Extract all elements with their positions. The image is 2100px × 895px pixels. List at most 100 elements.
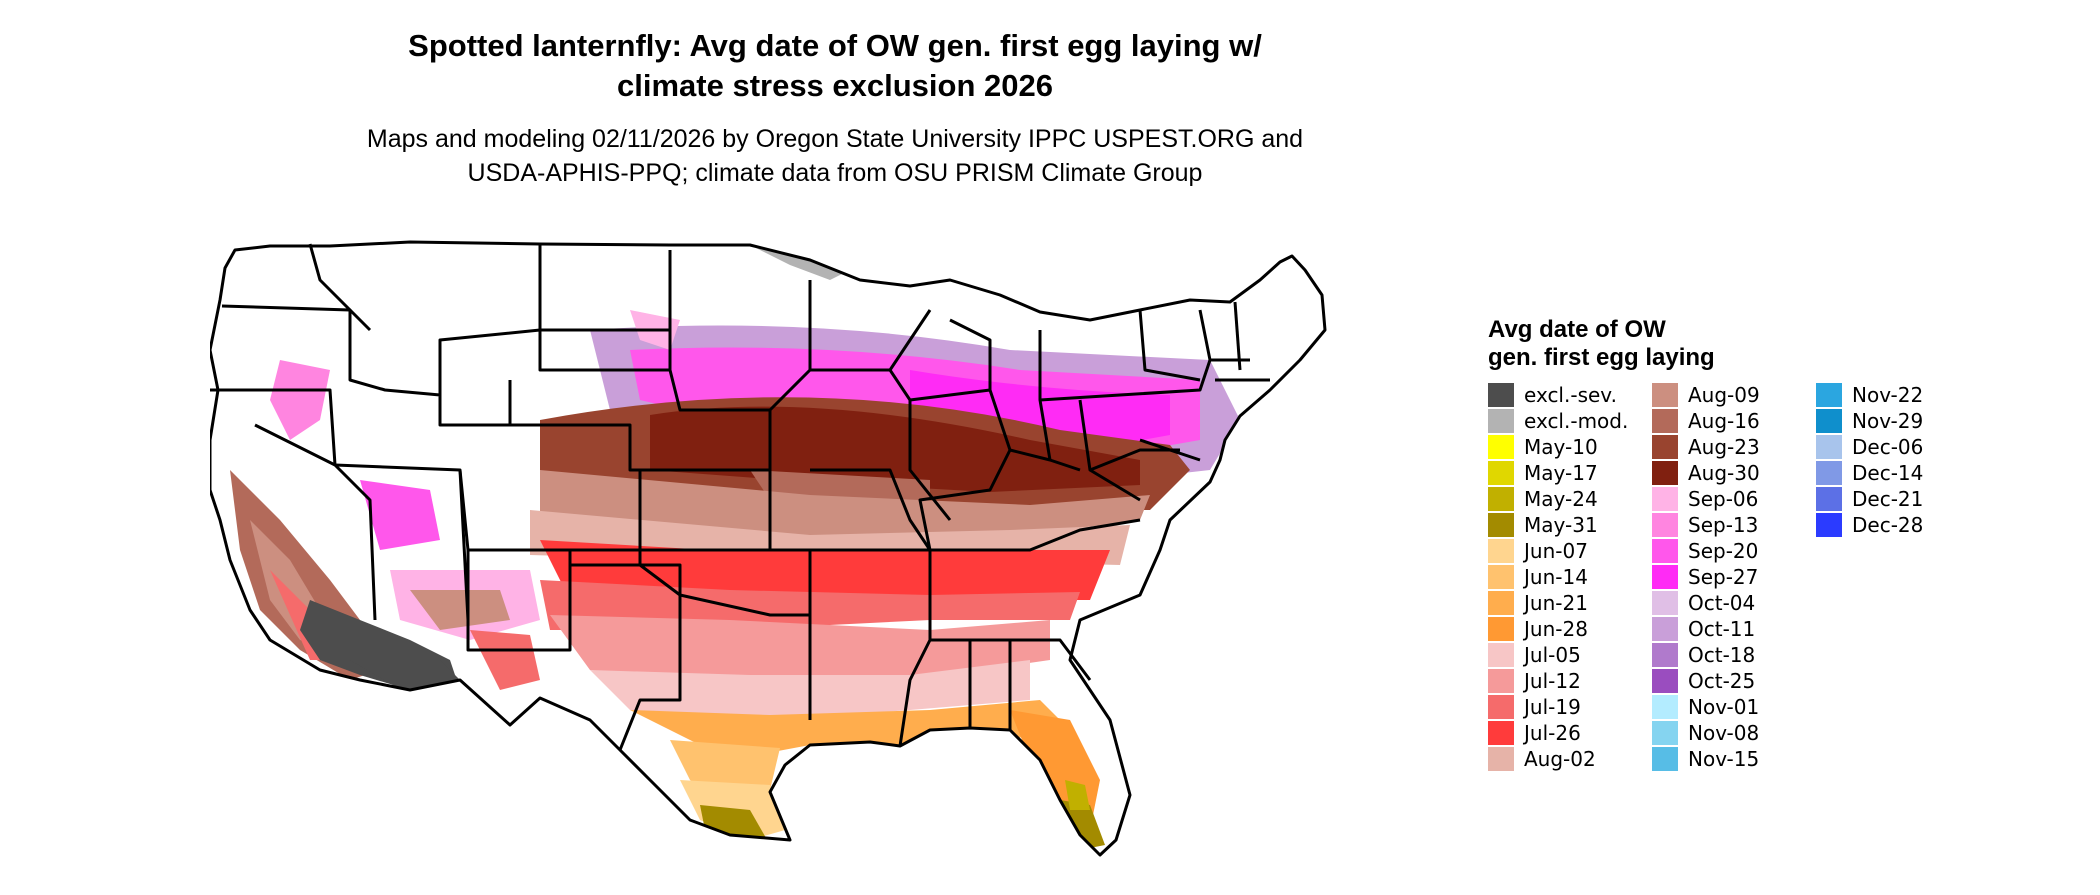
legend-item: excl.-mod. [1488, 408, 1650, 434]
legend-swatch [1652, 669, 1678, 693]
legend-item: Dec-06 [1816, 434, 1978, 460]
title-line-1: Spotted lanternfly: Avg date of OW gen. … [408, 28, 1262, 63]
legend-item: Sep-20 [1652, 538, 1814, 564]
legend-columns: excl.-sev. excl.-mod. May-10 May-17 May-24 Ma… [1488, 382, 1978, 772]
legend-label: Jun-14 [1524, 565, 1588, 589]
legend-swatch [1488, 565, 1514, 589]
legend-swatch [1488, 539, 1514, 563]
legend-swatch [1816, 461, 1842, 485]
legend-item: Dec-21 [1816, 486, 1978, 512]
map-title: Spotted lanternfly: Avg date of OW gen. … [0, 26, 1670, 106]
us-map-svg [208, 240, 1327, 857]
legend-swatch [1652, 487, 1678, 511]
legend-swatch [1652, 539, 1678, 563]
legend-item: Nov-29 [1816, 408, 1978, 434]
legend-item: Oct-25 [1652, 668, 1814, 694]
legend-item: Dec-28 [1816, 512, 1978, 538]
legend-label: Jul-26 [1524, 721, 1581, 745]
legend-swatch [1816, 383, 1842, 407]
legend-column: Nov-22 Nov-29 Dec-06 Dec-14 Dec-21 Dec-28 [1816, 382, 1978, 772]
legend-column: Aug-09 Aug-16 Aug-23 Aug-30 Sep-06 Sep-13 Sep-… [1652, 382, 1814, 772]
legend-item: Jun-14 [1488, 564, 1650, 590]
legend-swatch [1488, 617, 1514, 641]
legend-swatch [1488, 487, 1514, 511]
legend-label: May-10 [1524, 435, 1598, 459]
legend-item: Oct-11 [1652, 616, 1814, 642]
legend-swatch [1816, 409, 1842, 433]
legend-label: Oct-11 [1688, 617, 1756, 641]
legend-item: May-10 [1488, 434, 1650, 460]
legend-label: May-17 [1524, 461, 1598, 485]
legend-item: Sep-13 [1652, 512, 1814, 538]
legend-label: Sep-20 [1688, 539, 1759, 563]
legend-label: Aug-30 [1688, 461, 1760, 485]
legend-item: Aug-02 [1488, 746, 1650, 772]
legend-label: Aug-02 [1524, 747, 1596, 771]
legend-item: Sep-27 [1652, 564, 1814, 590]
legend-item: Aug-23 [1652, 434, 1814, 460]
legend-item: Nov-01 [1652, 694, 1814, 720]
legend-column: excl.-sev. excl.-mod. May-10 May-17 May-24 Ma… [1488, 382, 1650, 772]
legend-item: Jul-26 [1488, 720, 1650, 746]
phenology-color-field [210, 242, 1325, 855]
legend-label: May-24 [1524, 487, 1598, 511]
legend-swatch [1652, 747, 1678, 771]
legend-item: Jul-12 [1488, 668, 1650, 694]
legend-swatch [1652, 617, 1678, 641]
legend-label: May-31 [1524, 513, 1598, 537]
legend-swatch [1652, 643, 1678, 667]
legend-swatch [1488, 435, 1514, 459]
legend-swatch [1488, 513, 1514, 537]
legend-swatch [1488, 721, 1514, 745]
legend-label: Dec-14 [1852, 461, 1924, 485]
legend-label: Nov-22 [1852, 383, 1924, 407]
legend-swatch [1652, 721, 1678, 745]
legend-item: Jun-21 [1488, 590, 1650, 616]
map-subtitle: Maps and modeling 02/11/2026 by Oregon S… [0, 122, 1670, 190]
legend-label: Dec-21 [1852, 487, 1924, 511]
legend-item: Aug-30 [1652, 460, 1814, 486]
legend-label: Sep-27 [1688, 565, 1759, 589]
legend-label: Aug-09 [1688, 383, 1760, 407]
legend-swatch [1488, 695, 1514, 719]
legend-label: Nov-01 [1688, 695, 1760, 719]
legend-swatch [1488, 643, 1514, 667]
legend-item: Nov-22 [1816, 382, 1978, 408]
legend-label: Nov-08 [1688, 721, 1760, 745]
subtitle-line-2: USDA-APHIS-PPQ; climate data from OSU PR… [467, 159, 1203, 187]
state-borders [208, 240, 1327, 857]
title-line-2: climate stress exclusion 2026 [617, 68, 1053, 103]
legend-label: Oct-04 [1688, 591, 1756, 615]
legend-swatch [1488, 409, 1514, 433]
legend-label: Aug-16 [1688, 409, 1760, 433]
legend-swatch [1816, 513, 1842, 537]
legend-label: Jun-07 [1524, 539, 1588, 563]
legend-item: May-31 [1488, 512, 1650, 538]
legend-label: Jul-12 [1524, 669, 1581, 693]
legend-item: Aug-09 [1652, 382, 1814, 408]
legend-item: Oct-04 [1652, 590, 1814, 616]
legend-swatch [1488, 591, 1514, 615]
legend-item: Nov-08 [1652, 720, 1814, 746]
legend-swatch [1652, 461, 1678, 485]
legend-label: Sep-06 [1688, 487, 1759, 511]
legend-swatch [1652, 435, 1678, 459]
legend-swatch [1652, 409, 1678, 433]
legend-label: Dec-28 [1852, 513, 1924, 537]
legend-label: Jul-05 [1524, 643, 1581, 667]
legend-item: May-24 [1488, 486, 1650, 512]
legend-label: Oct-18 [1688, 643, 1756, 667]
legend-swatch [1488, 461, 1514, 485]
legend-item: Sep-06 [1652, 486, 1814, 512]
legend-item: Oct-18 [1652, 642, 1814, 668]
legend-item: May-17 [1488, 460, 1650, 486]
legend-label: excl.-mod. [1524, 409, 1629, 433]
legend-swatch [1488, 669, 1514, 693]
legend-item: Aug-16 [1652, 408, 1814, 434]
legend-label: Oct-25 [1688, 669, 1756, 693]
legend-swatch [1652, 513, 1678, 537]
legend-swatch [1816, 487, 1842, 511]
legend-swatch [1488, 747, 1514, 771]
legend-swatch [1652, 383, 1678, 407]
legend-title: Avg date of OW gen. first egg laying [1488, 316, 1715, 371]
